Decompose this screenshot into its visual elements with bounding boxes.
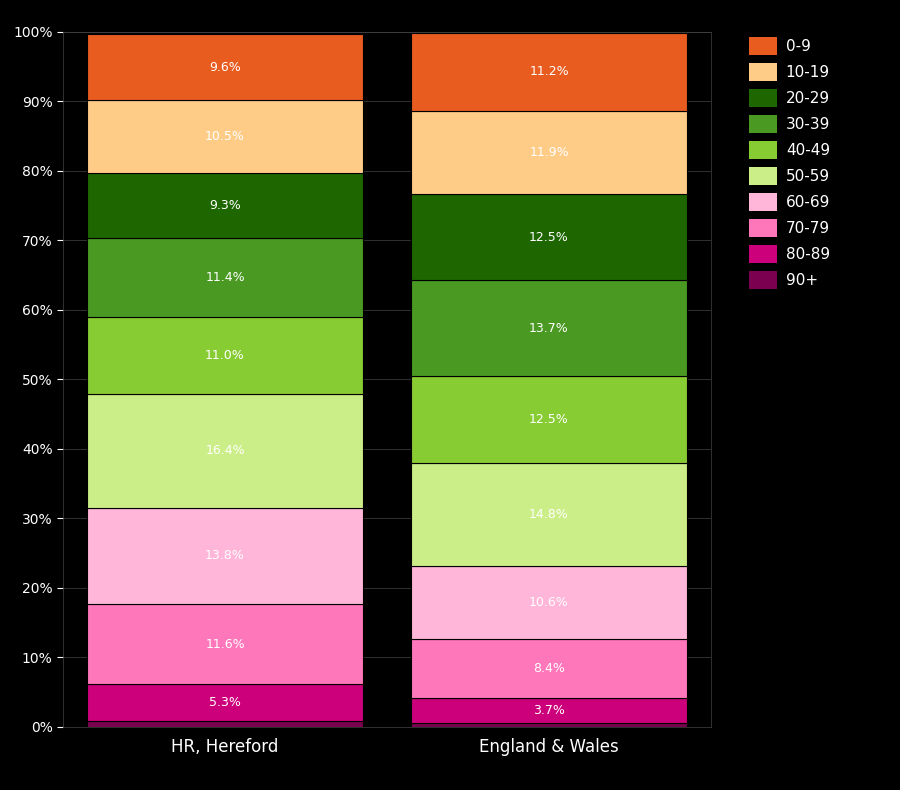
Text: 12.5%: 12.5% — [529, 231, 569, 243]
Bar — [411, 33, 687, 111]
Bar — [87, 34, 363, 100]
Bar — [411, 463, 687, 566]
Bar — [411, 376, 687, 463]
Bar — [411, 724, 687, 727]
Bar — [411, 698, 687, 724]
Bar — [87, 604, 363, 684]
Text: 11.0%: 11.0% — [205, 349, 245, 362]
Text: 10.6%: 10.6% — [529, 596, 569, 609]
Bar — [411, 280, 687, 376]
Bar — [87, 174, 363, 238]
Text: 9.6%: 9.6% — [209, 61, 241, 73]
Text: 16.4%: 16.4% — [205, 444, 245, 457]
Bar — [87, 721, 363, 727]
Text: 9.3%: 9.3% — [209, 199, 241, 213]
Text: 12.5%: 12.5% — [529, 412, 569, 426]
Bar — [411, 639, 687, 698]
Text: 10.5%: 10.5% — [205, 130, 245, 144]
Bar — [87, 318, 363, 393]
Bar — [87, 508, 363, 604]
Text: 11.2%: 11.2% — [529, 66, 569, 78]
Text: 11.9%: 11.9% — [529, 145, 569, 159]
Bar — [87, 238, 363, 318]
Bar — [87, 393, 363, 508]
Bar — [87, 684, 363, 721]
Text: 8.4%: 8.4% — [533, 662, 565, 675]
Text: 3.7%: 3.7% — [533, 704, 565, 717]
Text: 5.3%: 5.3% — [209, 696, 241, 709]
Bar — [411, 566, 687, 639]
Text: 11.6%: 11.6% — [205, 638, 245, 651]
Text: 11.4%: 11.4% — [205, 271, 245, 284]
Bar — [411, 194, 687, 280]
Text: 13.8%: 13.8% — [205, 549, 245, 562]
Legend: 0-9, 10-19, 20-29, 30-39, 40-49, 50-59, 60-69, 70-79, 80-89, 90+: 0-9, 10-19, 20-29, 30-39, 40-49, 50-59, … — [744, 32, 835, 294]
Text: 14.8%: 14.8% — [529, 507, 569, 521]
Bar — [411, 111, 687, 194]
Text: 13.7%: 13.7% — [529, 322, 569, 335]
Bar — [87, 100, 363, 174]
